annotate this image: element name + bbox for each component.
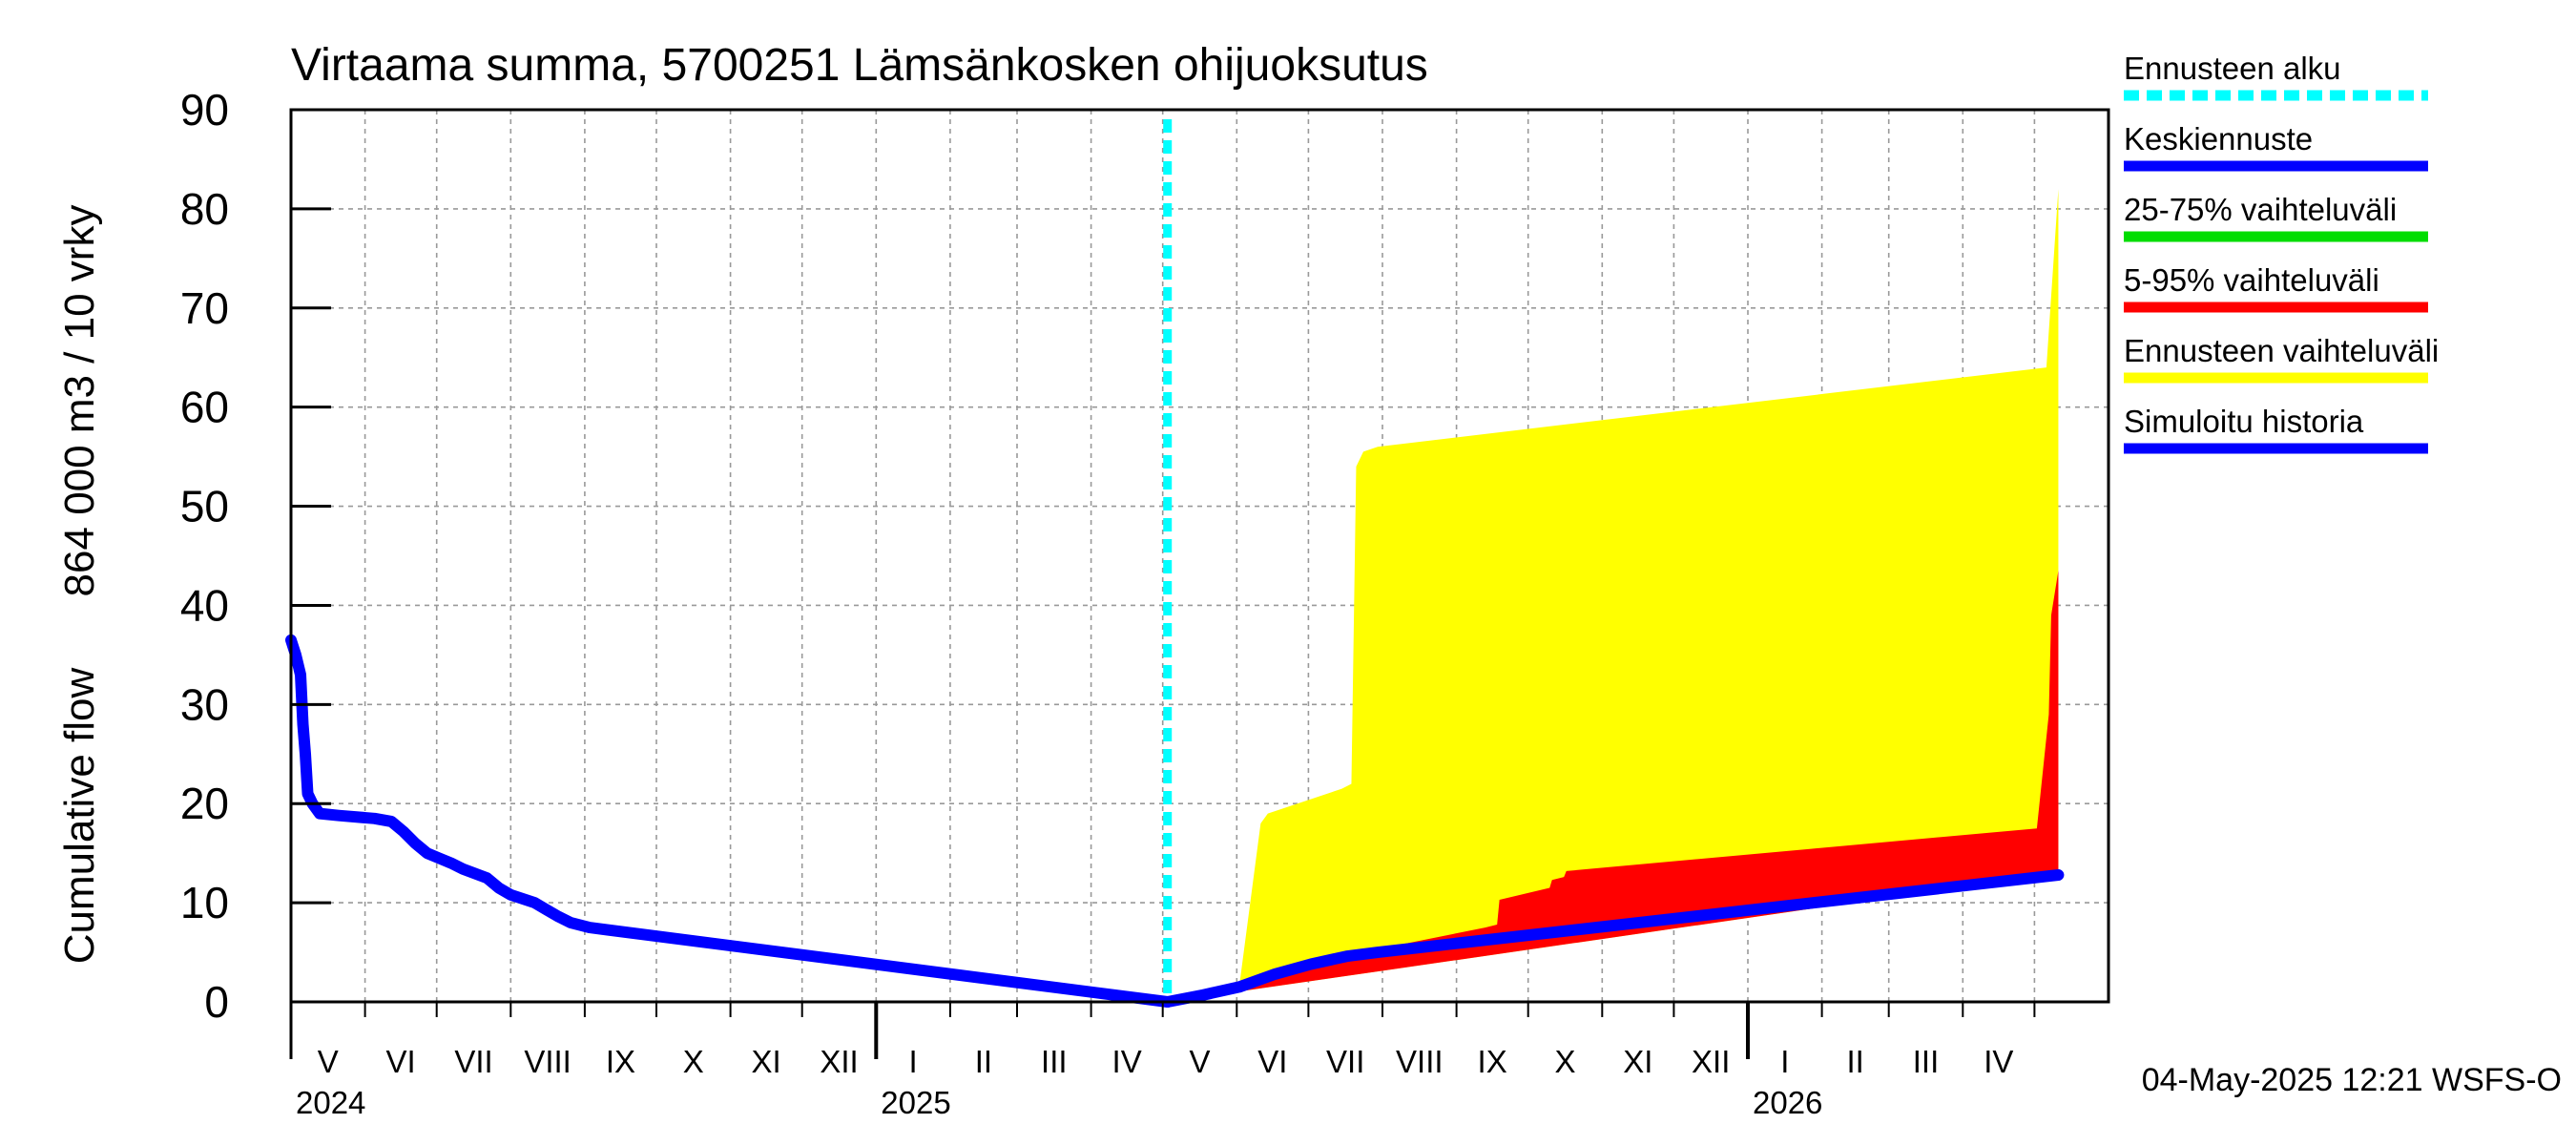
chart-title: Virtaama summa, 5700251 Lämsänkosken ohi… (291, 40, 1428, 91)
x-month-label: I (1780, 1044, 1789, 1079)
series-line-simuloitu-historia (285, 634, 1174, 1008)
x-month-label: II (1846, 1044, 1863, 1079)
y-tick-label: 80 (180, 184, 229, 234)
x-month-label: X (1554, 1044, 1575, 1079)
band-5-95-vaihteluv-li (1167, 571, 2059, 1002)
plot-frame (289, 108, 2110, 1004)
x-month-label: III (1913, 1044, 1940, 1079)
legend-label: Ennusteen alku (2124, 51, 2341, 86)
x-month-label: X (683, 1044, 704, 1079)
x-month-label: IX (1478, 1044, 1507, 1079)
x-month-label: VIII (1396, 1044, 1444, 1079)
legend-label: 5-95% vaihteluväli (2124, 262, 2379, 298)
legend-label: Keskiennuste (2124, 121, 2313, 156)
y-tick-label: 70 (180, 283, 229, 333)
x-year-label: 2024 (296, 1085, 365, 1120)
y-tick-label: 50 (180, 482, 229, 531)
x-month-label: III (1041, 1044, 1068, 1079)
timestamp: 04-May-2025 12:21 WSFS-O (2142, 1062, 2562, 1098)
series-line-keskiennuste (1161, 869, 2065, 1008)
legend-label: 25-75% vaihteluväli (2124, 192, 2397, 227)
y-tick-label: 0 (204, 977, 229, 1027)
x-month-label: V (1189, 1044, 1210, 1079)
x-month-label: V (318, 1044, 339, 1079)
x-month-label: XI (1623, 1044, 1652, 1079)
x-month-label: II (975, 1044, 992, 1079)
y-tick-label: 90 (180, 85, 229, 135)
y-tick-label: 30 (180, 679, 229, 729)
series-lines (285, 119, 2065, 1008)
x-month-label: XII (1692, 1044, 1730, 1079)
x-month-label: VI (386, 1044, 416, 1079)
y-tick-label: 40 (180, 580, 229, 630)
legend: Ennusteen alku Keskiennuste 25-75% vaihtel… (2124, 51, 2439, 454)
x-year-label: 2026 (1753, 1085, 1822, 1120)
y-tick-label: 60 (180, 383, 229, 432)
bands (1167, 189, 2059, 1003)
y-tick-label: 20 (180, 779, 229, 828)
x-month-label: I (909, 1044, 918, 1079)
x-month-label: VII (1326, 1044, 1364, 1079)
legend-label: Simuloitu historia (2124, 404, 2364, 439)
x-month-label: IV (1984, 1044, 2013, 1079)
x-month-label: VII (454, 1044, 492, 1079)
x-year-label: 2025 (881, 1085, 950, 1120)
legend-label: Ennusteen vaihteluväli (2124, 333, 2439, 368)
x-month-label: IX (606, 1044, 635, 1079)
band-ennusteen-vaihteluv-li (1167, 189, 2059, 1003)
x-month-label: VI (1257, 1044, 1287, 1079)
y-axis-label-line1: Cumulative flow (56, 668, 103, 965)
y-tick-label: 10 (180, 878, 229, 927)
x-month-label: VIII (524, 1044, 571, 1079)
y-axis-label-line2: 864 000 m3 / 10 vrky (56, 205, 103, 597)
x-month-label: IV (1112, 1044, 1142, 1079)
x-month-label: XII (820, 1044, 858, 1079)
x-month-label: XI (752, 1044, 781, 1079)
